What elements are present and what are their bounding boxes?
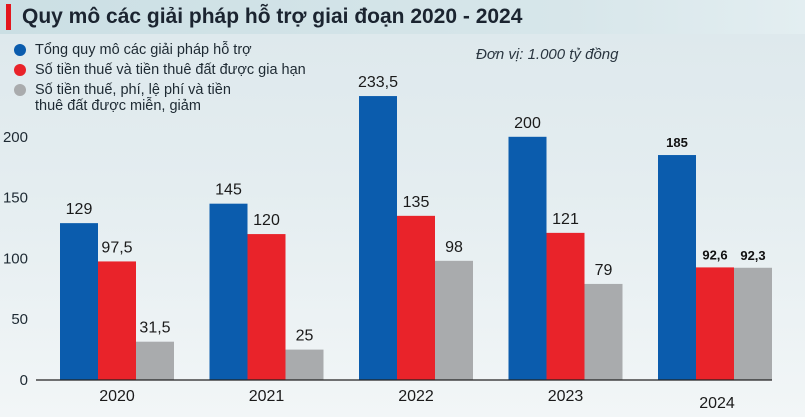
- legend: Tổng quy mô các giải pháp hỗ trợ Số tiền…: [14, 42, 335, 118]
- data-label: 233,5: [358, 74, 398, 91]
- bar-3-2023: [584, 283, 623, 380]
- data-label: 79: [595, 262, 613, 279]
- x-category-label: 2024: [699, 395, 735, 412]
- chart-title: Quy mô các giải pháp hỗ trợ giai đoạn 20…: [22, 5, 523, 28]
- legend-label: Tổng quy mô các giải pháp hỗ trợ: [35, 42, 252, 58]
- bar-1-2022: [359, 96, 397, 381]
- data-label: 97,5: [101, 239, 132, 256]
- bar-3-2021: [285, 349, 324, 380]
- data-label: 92,3: [740, 248, 765, 263]
- title-bar: Quy mô các giải pháp hỗ trợ giai đoạn 20…: [0, 0, 805, 34]
- y-tick-label: 50: [11, 311, 28, 328]
- x-category-label: 2020: [99, 388, 135, 405]
- data-label: 145: [215, 182, 242, 199]
- data-label: 98: [445, 239, 463, 256]
- data-label: 185: [666, 135, 688, 150]
- legend-dot-gray: [14, 84, 26, 96]
- legend-dot-red: [14, 64, 26, 76]
- bar-2-2024: [696, 267, 734, 380]
- bar-1-2020: [60, 223, 98, 380]
- x-category-label: 2023: [548, 388, 584, 405]
- bar-1-2024: [658, 155, 696, 380]
- bar-3-2022: [435, 260, 473, 380]
- data-label: 31,5: [139, 320, 170, 337]
- y-tick-label: 100: [3, 250, 28, 267]
- data-label: 200: [514, 115, 541, 132]
- bar-2-2020: [98, 261, 136, 380]
- data-label: 135: [403, 194, 430, 211]
- title-accent-bar: [6, 4, 11, 30]
- legend-label: Số tiền thuế và tiền thuê đất được gia h…: [35, 62, 306, 78]
- data-label: 129: [66, 201, 93, 218]
- data-label: 120: [253, 212, 280, 229]
- data-label: 25: [296, 328, 314, 345]
- bar-2-2021: [247, 234, 286, 380]
- bar-3-2020: [136, 341, 174, 380]
- bar-3-2024: [734, 267, 772, 380]
- legend-item-deferred: Số tiền thuế và tiền thuê đất được gia h…: [14, 62, 335, 78]
- bar-2-2022: [397, 215, 435, 380]
- y-tick-label: 0: [20, 372, 28, 389]
- legend-item-exempted: Số tiền thuế, phí, lệ phí và tiền thuê đ…: [14, 82, 335, 114]
- bar-2-2023: [546, 232, 585, 380]
- y-tick-label: 150: [3, 190, 28, 207]
- x-category-label: 2021: [249, 388, 285, 405]
- data-label: 121: [552, 211, 579, 228]
- y-tick-label: 200: [3, 129, 28, 146]
- x-category-label: 2022: [398, 388, 434, 405]
- bar-1-2021: [209, 203, 248, 380]
- legend-item-total: Tổng quy mô các giải pháp hỗ trợ: [14, 42, 335, 58]
- bar-1-2023: [508, 136, 547, 380]
- legend-label: Số tiền thuế, phí, lệ phí và tiền thuê đ…: [35, 82, 231, 114]
- unit-note: Đơn vị: 1.000 tỷ đồng: [476, 46, 619, 63]
- legend-dot-blue: [14, 44, 26, 56]
- data-label: 92,6: [702, 247, 727, 262]
